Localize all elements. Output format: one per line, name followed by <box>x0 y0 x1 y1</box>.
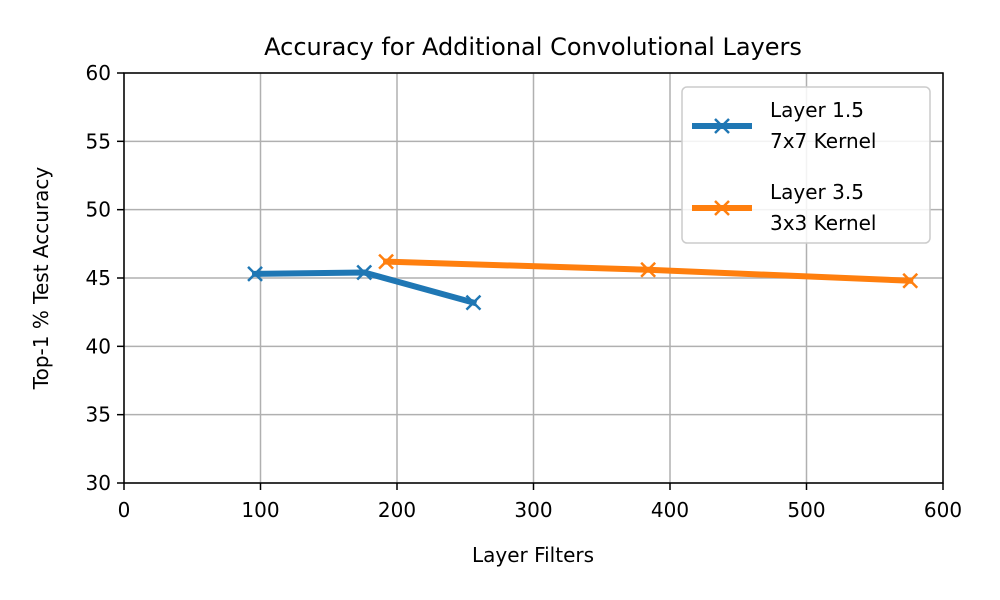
data-point-marker <box>356 264 373 281</box>
data-point-marker <box>640 261 657 278</box>
y-tick-label: 45 <box>86 266 111 290</box>
y-tick-label: 55 <box>86 129 111 153</box>
x-tick-label: 600 <box>924 498 962 522</box>
x-tick-label: 200 <box>378 498 416 522</box>
y-axis-label: Top-1 % Test Accuracy <box>29 167 53 391</box>
series-1 <box>247 264 482 311</box>
chart-title: Accuracy for Additional Convolutional La… <box>264 33 802 61</box>
x-tick-label: 100 <box>241 498 279 522</box>
data-point-marker <box>465 294 482 311</box>
data-point-marker <box>247 266 263 282</box>
legend-label: Layer 3.5 3x3 Kernel <box>770 180 876 235</box>
y-tick-label: 35 <box>86 403 111 427</box>
legend-item: Layer 1.5 7x7 Kernel <box>692 98 876 153</box>
plot-series <box>247 253 919 311</box>
data-point-marker <box>902 272 919 289</box>
data-point-marker <box>378 253 394 270</box>
y-tick-label: 60 <box>86 61 111 85</box>
legend-item: Layer 3.5 3x3 Kernel <box>692 180 876 235</box>
series-line <box>252 269 478 307</box>
y-tick-label: 40 <box>86 334 111 358</box>
y-tick-label: 30 <box>86 471 111 495</box>
axis-ticks: 0 100 200 300 400 500 600 30 35 40 45 50 55 60 <box>86 61 963 522</box>
x-tick-label: 0 <box>118 498 131 522</box>
series-2 <box>378 253 919 289</box>
legend-label: Layer 1.5 7x7 Kernel <box>770 98 876 153</box>
x-tick-label: 500 <box>787 498 825 522</box>
x-tick-label: 400 <box>651 498 689 522</box>
y-tick-label: 50 <box>86 198 111 222</box>
x-axis-label: Layer Filters <box>472 543 594 567</box>
legend: Layer 1.5 7x7 Kernel Layer 3.5 3x3 Kernel <box>681 86 931 244</box>
x-tick-label: 300 <box>514 498 552 522</box>
